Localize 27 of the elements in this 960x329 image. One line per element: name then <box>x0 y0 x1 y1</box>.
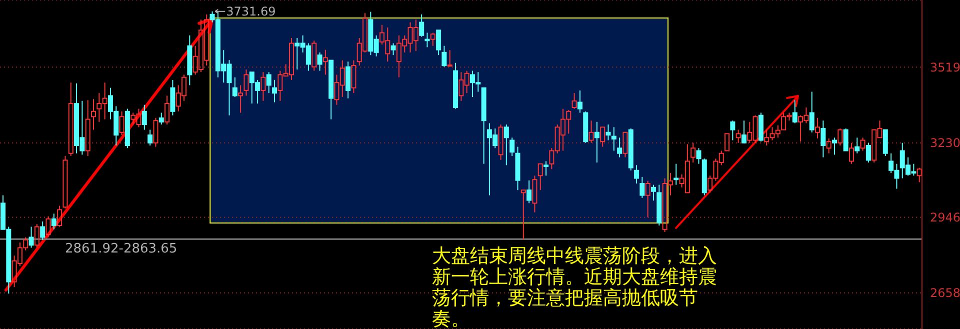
candlestick <box>820 120 826 158</box>
annotation: 3731.69 <box>226 4 276 18</box>
candlestick <box>594 121 600 164</box>
candlestick <box>142 104 147 130</box>
candlestick <box>85 100 90 156</box>
candlestick <box>346 61 351 99</box>
y-tick-label: 3230 <box>930 136 960 150</box>
candlestick <box>260 72 266 102</box>
candlestick <box>674 163 679 186</box>
candlestick <box>238 84 244 114</box>
candlestick <box>515 146 520 191</box>
candlestick <box>322 49 328 76</box>
candlestick <box>606 124 611 141</box>
y-tick-label: 2658 <box>930 286 960 300</box>
candlestick <box>187 34 192 86</box>
candlestick <box>424 32 430 48</box>
candlestick <box>832 137 837 156</box>
y-tick-label: 2946 <box>930 210 960 225</box>
candlestick <box>854 137 860 154</box>
band-label: 2861.92-2863.65 <box>65 241 178 256</box>
candlestick <box>272 79 278 103</box>
candlestick <box>815 117 820 139</box>
candlestick <box>611 126 616 152</box>
annotation: 大盘结束周线中线震荡阶段，进入新一轮上涨行情。近期大盘维持震荡行情，要注意把握高抛低吸节奏。 <box>432 245 718 329</box>
y-tick-label: 3519 <box>930 60 960 74</box>
candlestick <box>91 98 96 130</box>
candlestick <box>40 221 46 240</box>
